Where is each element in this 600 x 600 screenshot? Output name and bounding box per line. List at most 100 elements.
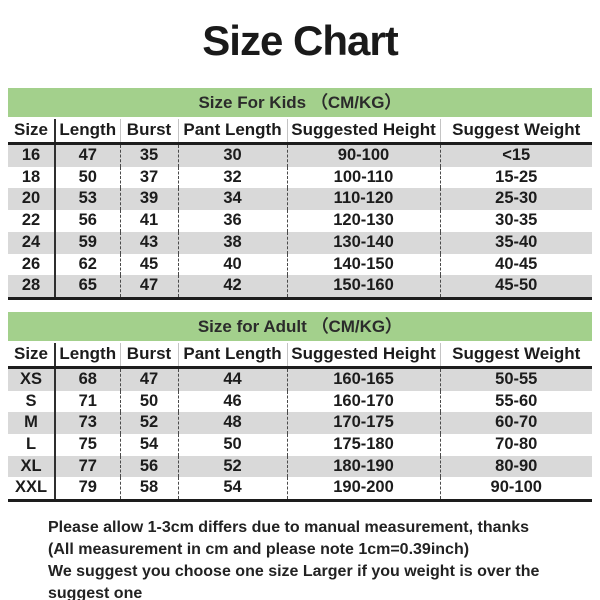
table-cell: 45	[120, 253, 179, 276]
table-cell: 75	[55, 434, 121, 456]
table-row: 16 47 35 30 90-100 <15	[8, 143, 592, 167]
table-cell: 130-140	[287, 231, 441, 254]
table-cell: 36	[178, 210, 288, 232]
table-cell: 42	[178, 275, 288, 300]
table-row: 22 56 41 36 120-130 30-35	[8, 210, 592, 232]
kids-section-banner: Size For Kids （CM/KG）	[8, 88, 592, 117]
adult-header-row: Size Length Burst Pant Length Suggested …	[8, 342, 592, 369]
table-cell: 48	[178, 412, 288, 435]
table-cell: 50	[55, 166, 121, 189]
table-cell: S	[8, 390, 56, 413]
table-cell: 50-55	[440, 367, 592, 391]
table-cell: 110-120	[287, 188, 441, 211]
table-cell: 58	[120, 477, 179, 503]
column-header-length: Length	[55, 119, 121, 145]
kids-header-row: Size Length Burst Pant Length Suggested …	[8, 119, 592, 145]
column-header-burst: Burst	[120, 119, 179, 145]
size-chart-page: Size Chart Size For Kids （CM/KG） Size Le…	[0, 16, 600, 600]
table-row: 24 59 43 38 130-140 35-40	[8, 231, 592, 254]
table-row: M 73 52 48 170-175 60-70	[8, 412, 592, 435]
adult-size-table: Size Length Burst Pant Length Suggested …	[8, 342, 592, 503]
table-row: XXL 79 58 54 190-200 90-100	[8, 477, 592, 503]
table-row: 18 50 37 32 100-110 15-25	[8, 166, 592, 189]
table-cell: 15-25	[495, 167, 538, 186]
note-line-1: Please allow 1-3cm differs due to manual…	[48, 519, 530, 537]
table-row: 28 65 47 42 150-160 45-50	[8, 275, 592, 300]
table-cell: 43	[120, 231, 179, 254]
table-row: 26 62 45 40 140-150 40-45	[8, 253, 592, 276]
table-cell: 53	[55, 188, 121, 211]
table-cell: 65	[55, 275, 121, 300]
table-cell: 55-60	[495, 391, 538, 410]
table-cell: 47	[120, 275, 179, 300]
table-cell: 77	[55, 455, 121, 478]
table-cell: 50	[120, 390, 179, 413]
column-header-size: Size	[8, 119, 56, 145]
table-cell: L	[8, 434, 56, 456]
table-cell: 160-165	[287, 367, 441, 391]
column-header-size: Size	[8, 342, 56, 369]
table-cell: 40	[178, 253, 288, 276]
table-cell: 150-160	[287, 275, 441, 300]
table-cell: 40-45	[495, 254, 538, 273]
table-cell: 34	[178, 188, 288, 211]
table-cell: 30	[178, 143, 288, 167]
column-header-pant-length: Pant Length	[178, 119, 288, 145]
table-cell: 80-90	[440, 455, 592, 478]
table-cell: 190-200	[287, 477, 441, 503]
column-header-suggested-height: Suggested Height	[287, 342, 441, 369]
table-cell: 52	[120, 412, 179, 435]
table-cell: 68	[55, 367, 121, 391]
table-cell: XS	[8, 367, 56, 391]
table-cell: 24	[8, 231, 56, 254]
table-cell: 70-80	[495, 435, 538, 454]
table-cell: 18	[8, 166, 56, 189]
table-cell: 160-170	[287, 390, 441, 413]
table-cell: 25-30	[440, 188, 592, 211]
column-header-suggested-height: Suggested Height	[287, 119, 441, 145]
table-cell: 54	[178, 477, 288, 503]
table-cell: 59	[55, 231, 121, 254]
table-row: 20 53 39 34 110-120 25-30	[8, 188, 592, 211]
table-row: XS 68 47 44 160-165 50-55	[8, 367, 592, 391]
table-cell: M	[8, 412, 56, 435]
table-cell: 44	[178, 367, 288, 391]
table-row: XL 77 56 52 180-190 80-90	[8, 455, 592, 478]
table-cell: 16	[8, 143, 56, 167]
adult-size-section: Size for Adult （CM/KG） Size Length Burst…	[8, 311, 592, 503]
table-cell: 73	[55, 412, 121, 435]
table-cell: 120-130	[287, 210, 441, 232]
page-title: Size Chart	[202, 17, 398, 64]
table-cell: 140-150	[287, 253, 441, 276]
table-cell: 22	[8, 210, 56, 232]
table-cell: 175-180	[287, 434, 441, 456]
table-cell: 100-110	[287, 166, 441, 189]
kids-size-table: Size Length Burst Pant Length Suggested …	[8, 119, 592, 300]
column-header-pant-length: Pant Length	[178, 342, 288, 369]
table-cell: 35-40	[440, 231, 592, 254]
table-cell: 50	[178, 434, 288, 456]
table-cell: 47	[120, 367, 179, 391]
kids-size-section: Size For Kids （CM/KG） Size Length Burst …	[8, 88, 592, 300]
table-cell: 60-70	[440, 412, 592, 435]
note-line-2: (All measurement in cm and please note 1…	[48, 541, 470, 559]
table-cell: 170-175	[287, 412, 441, 435]
table-cell: 47	[55, 143, 121, 167]
table-row: L 75 54 50 175-180 70-80	[8, 434, 592, 456]
table-cell: 90-100	[287, 143, 441, 167]
table-cell: <15	[440, 143, 592, 167]
column-header-burst: Burst	[120, 342, 179, 369]
table-cell: 39	[120, 188, 179, 211]
table-cell: 56	[55, 210, 121, 232]
table-cell: 30-35	[495, 211, 538, 230]
table-cell: 90-100	[440, 477, 592, 503]
table-cell: 45-50	[440, 275, 592, 300]
table-cell: 56	[120, 455, 179, 478]
table-cell: 62	[55, 253, 121, 276]
note-line-3: We suggest you choose one size Larger if…	[48, 563, 540, 600]
table-cell: XXL	[8, 477, 56, 503]
adult-section-banner: Size for Adult （CM/KG）	[8, 311, 592, 341]
measurement-notes: Please allow 1-3cm differs due to manual…	[48, 517, 600, 600]
column-header-length: Length	[55, 342, 121, 369]
column-header-suggest-weight: Suggest Weight	[440, 119, 592, 145]
